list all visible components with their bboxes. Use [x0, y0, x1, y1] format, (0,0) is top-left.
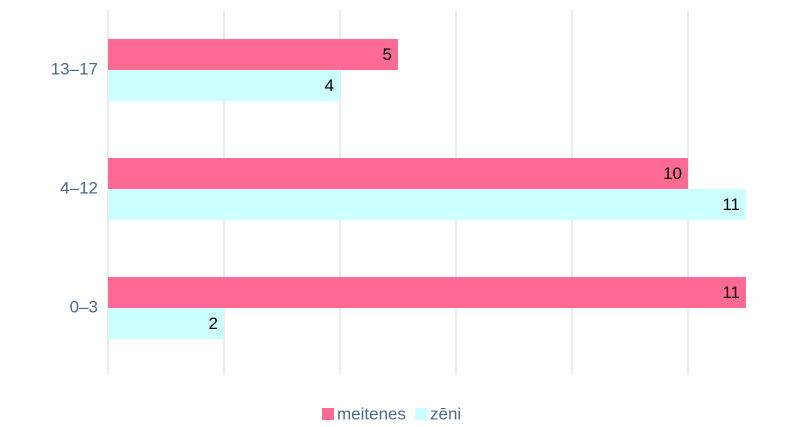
y-tick-label: 13–17: [51, 59, 98, 78]
bar: [108, 277, 746, 308]
legend-swatch: [322, 408, 334, 420]
bar: [108, 308, 224, 339]
data-label: 4: [325, 76, 334, 95]
data-label: 5: [383, 45, 392, 64]
legend-swatch: [414, 408, 427, 420]
bar: [108, 70, 340, 101]
data-label: 11: [722, 283, 740, 302]
bar: [108, 189, 746, 220]
y-tick-label: 4–12: [60, 178, 98, 197]
bar: [108, 158, 688, 189]
data-label: 2: [209, 314, 218, 333]
y-tick-label: 0–3: [70, 297, 98, 316]
legend-label: zēni: [430, 404, 461, 423]
bar: [108, 39, 398, 70]
data-label: 11: [722, 195, 740, 214]
data-label: 10: [663, 164, 682, 183]
legend-label: meitenes: [337, 404, 406, 423]
